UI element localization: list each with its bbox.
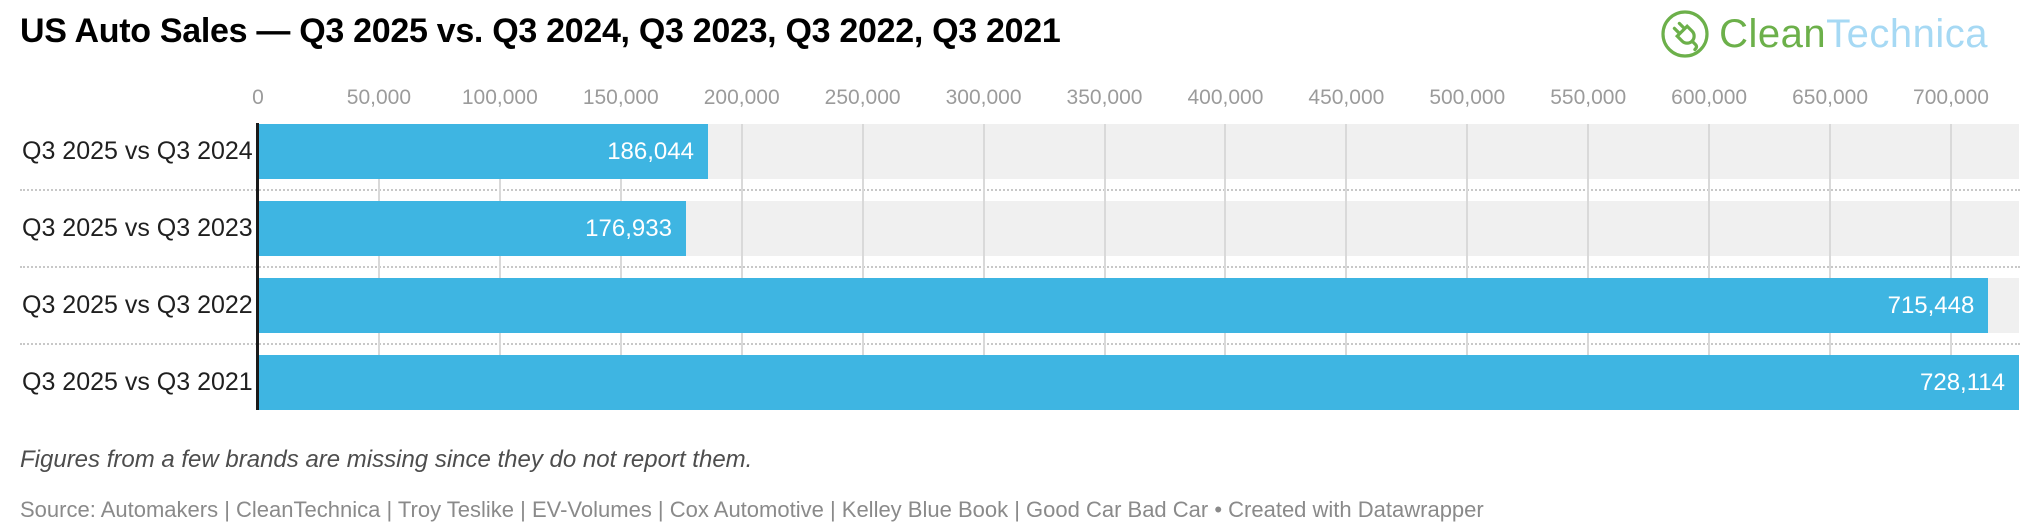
gridline <box>1829 124 1832 410</box>
axis-tick-label: 500,000 <box>1429 86 1506 109</box>
bar-track: 728,114 <box>258 355 2019 410</box>
plot-area: 186,044 176,933 715,448 728,114 <box>256 123 2019 410</box>
axis-tick-label: 100,000 <box>461 86 538 109</box>
chart-source: Source: Automakers | CleanTechnica | Tro… <box>20 497 1484 522</box>
gridline <box>377 124 380 410</box>
gridline <box>740 124 743 410</box>
logo-text-clean: Clean <box>1719 11 1827 56</box>
axis-tick-label: 250,000 <box>824 86 901 109</box>
category-label: Q3 2025 vs Q3 2021 <box>22 368 253 396</box>
category-label: Q3 2025 vs Q3 2023 <box>22 214 253 242</box>
gridline <box>1103 124 1106 410</box>
chart-title: US Auto Sales — Q3 2025 vs. Q3 2024, Q3 … <box>20 12 1061 50</box>
bar: 715,448 <box>258 278 1989 333</box>
cleantechnica-plug-icon <box>1659 8 1711 60</box>
gridline <box>982 124 985 410</box>
bar-track: 176,933 <box>258 201 2019 256</box>
bar-track: 715,448 <box>258 278 2019 333</box>
axis-tick-label: 300,000 <box>945 86 1022 109</box>
x-axis: 0 50,000 100,000 150,000 200,000 250,000 300,0… <box>252 86 2019 114</box>
bar: 186,044 <box>258 124 708 179</box>
bar: 176,933 <box>258 201 686 256</box>
chart-note: Figures from a few brands are missing si… <box>20 446 753 473</box>
gridline <box>498 124 501 410</box>
axis-tick-label: 400,000 <box>1187 86 1264 109</box>
gridline <box>1224 124 1227 410</box>
category-label: Q3 2025 vs Q3 2022 <box>22 291 253 319</box>
gridline <box>861 124 864 410</box>
cleantechnica-logo[interactable]: CleanTechnica <box>1659 8 1988 60</box>
logo-text-technica: Technica <box>1826 11 1988 56</box>
axis-tick-label: 0 <box>252 86 264 109</box>
axis-tick-label: 350,000 <box>1066 86 1143 109</box>
axis-tick-label: 200,000 <box>703 86 780 109</box>
gridline <box>1587 124 1590 410</box>
axis-tick-label: 150,000 <box>582 86 659 109</box>
axis-tick-label: 650,000 <box>1792 86 1869 109</box>
gridline <box>1950 124 1952 410</box>
axis-tick-label: 550,000 <box>1550 86 1627 109</box>
bar-track: 186,044 <box>258 124 2019 179</box>
row-separator <box>20 189 2020 191</box>
row-separator <box>20 266 2020 268</box>
row-separator <box>20 343 2020 345</box>
axis-tick-label: 50,000 <box>346 86 412 109</box>
axis-tick-label: 450,000 <box>1308 86 1385 109</box>
gridline <box>1345 124 1348 410</box>
category-label: Q3 2025 vs Q3 2024 <box>22 137 253 165</box>
bar: 728,114 <box>258 355 2019 410</box>
gridline <box>1708 124 1711 410</box>
axis-tick-label: 700,000 <box>1913 86 1989 109</box>
bar-value-label: 728,114 <box>1920 368 2005 396</box>
logo-wordmark: CleanTechnica <box>1719 12 1988 57</box>
gridline <box>619 124 622 410</box>
bar-value-label: 176,933 <box>585 214 672 242</box>
axis-tick-label: 600,000 <box>1671 86 1748 109</box>
bar-value-label: 715,448 <box>1887 291 1975 319</box>
bar-value-label: 186,044 <box>607 137 694 165</box>
gridline <box>1466 124 1469 410</box>
zero-axis-line <box>256 123 259 410</box>
